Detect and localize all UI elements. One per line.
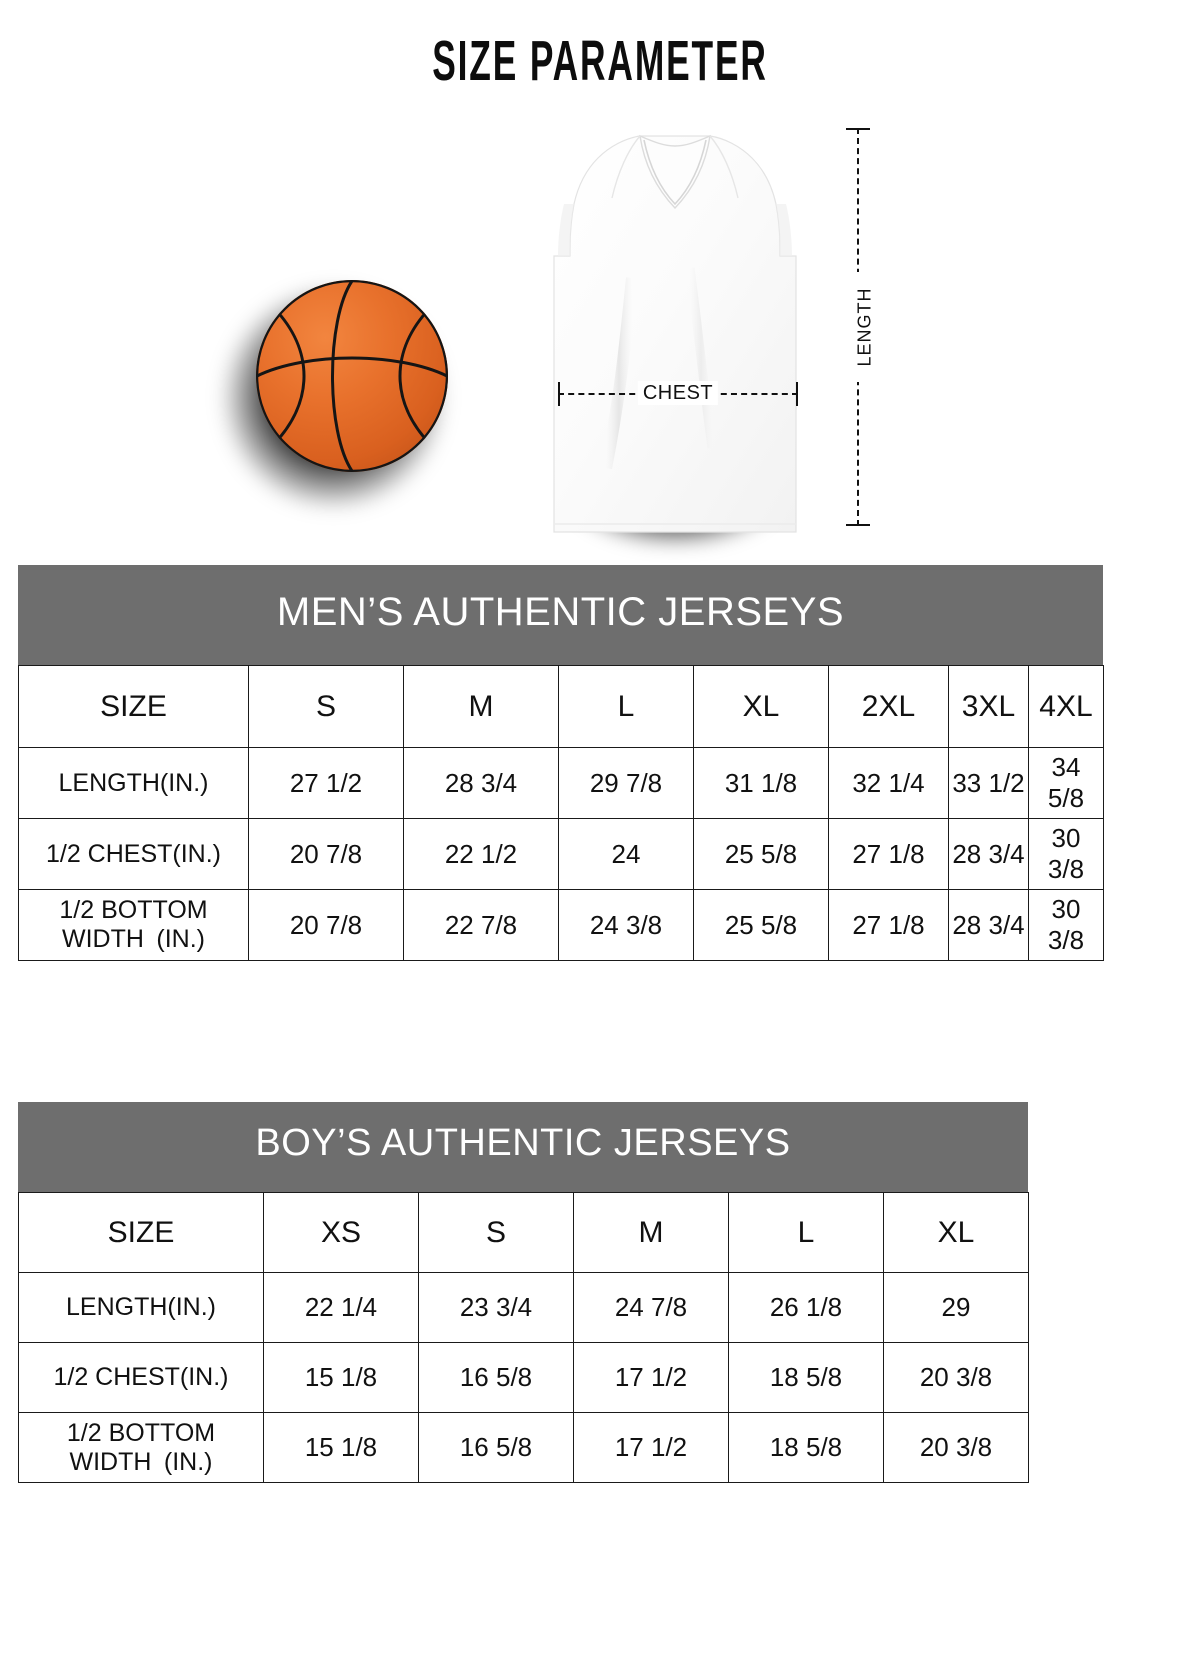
- mens-cell: 28 3/4: [403, 747, 559, 819]
- boys-cell: 23 3/4: [418, 1272, 574, 1343]
- chest-dimension: CHEST: [558, 381, 798, 406]
- mens-size-table: SIZE S M L XL 2XL 3XL 4XL LENGTH(IN.) 27 1/2 28 3/…: [18, 665, 1104, 961]
- mens-column-header: XL: [693, 665, 829, 748]
- mens-table-row: LENGTH(IN.) 27 1/2 28 3/4 29 7/8 31 1/8 32 1/…: [18, 747, 1104, 819]
- boys-cell: 15 1/8: [263, 1342, 419, 1413]
- boys-cell: 17 1/2: [573, 1412, 729, 1483]
- mens-column-header: M: [403, 665, 559, 748]
- boys-size-table: SIZE XS S M L XL LENGTH(IN.) 22 1/4 23 3/4 24 7/8…: [18, 1192, 1029, 1483]
- illustration-area: CHEST LENGTH: [0, 110, 1200, 550]
- boys-cell: 29: [883, 1272, 1029, 1343]
- boys-cell: 24 7/8: [573, 1272, 729, 1343]
- mens-cell: 25 5/8: [693, 889, 829, 961]
- mens-cell: 30 3/8: [1028, 818, 1104, 890]
- boys-table-row: 1/2 BOTTOM WIDTH (IN.) 15 1/8 16 5/8 17 1/2…: [18, 1412, 1029, 1483]
- mens-table-row: 1/2 CHEST(IN.) 20 7/8 22 1/2 24 25 5/8 27 1/8…: [18, 818, 1104, 890]
- boys-column-header: SIZE: [18, 1192, 264, 1273]
- mens-column-header: 3XL: [948, 665, 1029, 748]
- boys-cell: 18 5/8: [728, 1342, 884, 1413]
- basketball-illustration: [208, 270, 488, 550]
- length-dimension: LENGTH: [846, 128, 882, 526]
- boys-cell: 26 1/8: [728, 1272, 884, 1343]
- mens-size-chart: MEN’S AUTHENTIC JERSEYS SIZE S M L XL 2XL 3XL 4…: [18, 565, 1104, 961]
- mens-row-label: 1/2 CHEST(IN.): [18, 818, 249, 890]
- mens-table-row: 1/2 BOTTOM WIDTH (IN.) 20 7/8 22 7/8 24 3/8…: [18, 889, 1104, 961]
- mens-cell: 28 3/4: [948, 818, 1029, 890]
- boys-size-chart: BOY’S AUTHENTIC JERSEYS SIZE XS S M L XL LENGT…: [18, 1102, 1029, 1483]
- boys-column-header: L: [728, 1192, 884, 1273]
- mens-chart-title: MEN’S AUTHENTIC JERSEYS: [18, 565, 1103, 665]
- length-label: LENGTH: [851, 272, 879, 382]
- boys-table-row: 1/2 CHEST(IN.) 15 1/8 16 5/8 17 1/2 18 5/8 20…: [18, 1342, 1029, 1413]
- boys-cell: 16 5/8: [418, 1342, 574, 1413]
- boys-column-header: M: [573, 1192, 729, 1273]
- chest-cap-right: [796, 382, 798, 406]
- mens-row-label: 1/2 BOTTOM WIDTH (IN.): [18, 889, 249, 961]
- boys-header-row: SIZE XS S M L XL: [18, 1192, 1029, 1273]
- boys-cell: 22 1/4: [263, 1272, 419, 1343]
- chest-label: CHEST: [637, 381, 719, 405]
- boys-cell: 18 5/8: [728, 1412, 884, 1483]
- mens-table-body: SIZE S M L XL 2XL 3XL 4XL LENGTH(IN.) 27 1/2 28 3/…: [18, 665, 1104, 961]
- mens-cell: 24 3/8: [558, 889, 694, 961]
- boys-cell: 17 1/2: [573, 1342, 729, 1413]
- boys-cell: 15 1/8: [263, 1412, 419, 1483]
- mens-cell: 31 1/8: [693, 747, 829, 819]
- mens-cell: 30 3/8: [1028, 889, 1104, 961]
- boys-row-label: 1/2 CHEST(IN.): [18, 1342, 264, 1413]
- boys-table-body: SIZE XS S M L XL LENGTH(IN.) 22 1/4 23 3/4 24 7/8…: [18, 1192, 1029, 1483]
- mens-cell: 25 5/8: [693, 818, 829, 890]
- mens-cell: 33 1/2: [948, 747, 1029, 819]
- mens-cell: 27 1/2: [248, 747, 404, 819]
- boys-column-header: XS: [263, 1192, 419, 1273]
- mens-column-header: SIZE: [18, 665, 249, 748]
- mens-cell: 22 1/2: [403, 818, 559, 890]
- mens-cell: 22 7/8: [403, 889, 559, 961]
- mens-cell: 32 1/4: [828, 747, 949, 819]
- jersey-illustration: [540, 128, 810, 548]
- boys-cell: 20 3/8: [883, 1342, 1029, 1413]
- boys-column-header: XL: [883, 1192, 1029, 1273]
- basketball-icon: [256, 280, 448, 472]
- mens-row-label: LENGTH(IN.): [18, 747, 249, 819]
- boys-cell: 20 3/8: [883, 1412, 1029, 1483]
- boys-chart-title: BOY’S AUTHENTIC JERSEYS: [18, 1102, 1028, 1192]
- mens-cell: 27 1/8: [828, 818, 949, 890]
- boys-column-header: S: [418, 1192, 574, 1273]
- mens-column-header: 2XL: [828, 665, 949, 748]
- boys-cell: 16 5/8: [418, 1412, 574, 1483]
- mens-cell: 28 3/4: [948, 889, 1029, 961]
- mens-column-header: L: [558, 665, 694, 748]
- length-cap-bottom: [846, 524, 870, 526]
- mens-cell: 34 5/8: [1028, 747, 1104, 819]
- mens-header-row: SIZE S M L XL 2XL 3XL 4XL: [18, 665, 1104, 748]
- mens-cell: 24: [558, 818, 694, 890]
- boys-table-row: LENGTH(IN.) 22 1/4 23 3/4 24 7/8 26 1/8 29: [18, 1272, 1029, 1343]
- mens-column-header: S: [248, 665, 404, 748]
- boys-row-label: LENGTH(IN.): [18, 1272, 264, 1343]
- mens-cell: 27 1/8: [828, 889, 949, 961]
- page-title: SIZE PARAMETER: [432, 29, 768, 93]
- mens-cell: 20 7/8: [248, 818, 404, 890]
- mens-column-header: 4XL: [1028, 665, 1104, 748]
- mens-cell: 29 7/8: [558, 747, 694, 819]
- boys-row-label: 1/2 BOTTOM WIDTH (IN.): [18, 1412, 264, 1483]
- mens-cell: 20 7/8: [248, 889, 404, 961]
